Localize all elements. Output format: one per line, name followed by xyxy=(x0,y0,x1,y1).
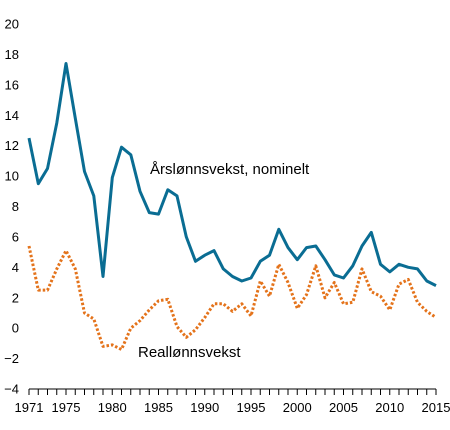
series-label-real: Reallønnsvekst xyxy=(138,344,241,361)
x-tick-label: 2010 xyxy=(375,400,404,415)
y-tick-label: 14 xyxy=(5,108,19,123)
y-tick-label: 6 xyxy=(12,229,19,244)
x-tick-label: 2000 xyxy=(283,400,312,415)
x-tick-label: 1975 xyxy=(52,400,81,415)
series-label-nominal: Årslønnsvekst, nominelt xyxy=(150,161,310,178)
series-layer xyxy=(27,62,437,351)
series-line-nominal xyxy=(27,62,437,287)
y-tick-label: 0 xyxy=(12,321,19,336)
x-axis: 1971 1975 1980 1985 1990 1995 2000 2005 2010 2015 xyxy=(15,388,450,415)
x-tick-label: 1971 xyxy=(15,400,44,415)
y-tick-label: −4 xyxy=(4,382,19,397)
y-tick-label: −2 xyxy=(4,351,19,366)
x-tick-label: 1985 xyxy=(144,400,173,415)
y-tick-label: 10 xyxy=(5,169,19,184)
x-tick-label: 1980 xyxy=(98,400,127,415)
y-tick-label: 16 xyxy=(5,77,19,92)
y-tick-label: 8 xyxy=(12,199,19,214)
y-axis-ticks: −4 −2 0 2 4 6 8 10 12 14 16 18 20 xyxy=(4,17,19,397)
y-tick-label: 2 xyxy=(12,290,19,305)
x-tick-label: 2015 xyxy=(422,400,450,415)
x-tick-label: 1990 xyxy=(190,400,219,415)
x-tick-label: 1995 xyxy=(237,400,266,415)
y-tick-label: 20 xyxy=(5,17,19,32)
y-tick-label: 18 xyxy=(5,47,19,62)
y-tick-label: 12 xyxy=(5,138,19,153)
annotation-layer: Årslønnsvekst, nominelt Reallønnsvekst xyxy=(138,161,310,361)
y-tick-label: 4 xyxy=(12,260,19,275)
x-tick-label: 2005 xyxy=(329,400,358,415)
series-line-real xyxy=(27,245,437,351)
